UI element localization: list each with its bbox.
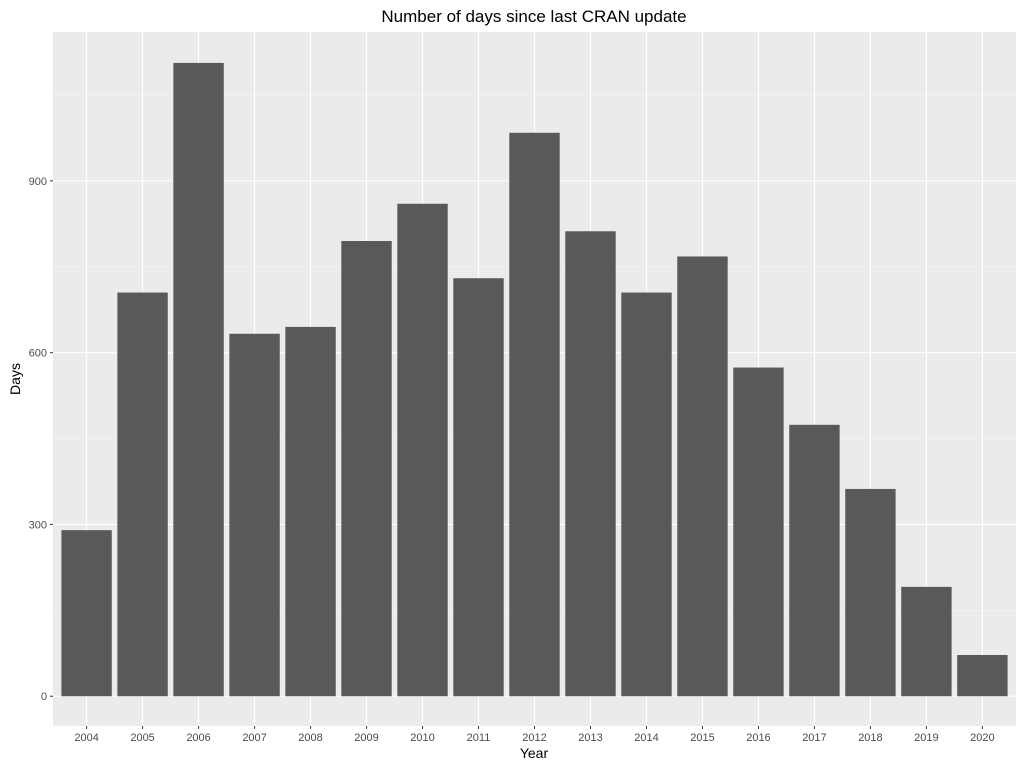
x-tick-label-2005: 2005 <box>130 732 154 744</box>
bar-2004 <box>61 530 112 697</box>
bar-2020 <box>957 654 1008 697</box>
bar-2010 <box>397 203 448 697</box>
y-tick-label-900: 900 <box>29 176 47 188</box>
bar-2016 <box>733 367 784 697</box>
bars <box>61 62 1008 697</box>
bar-2017 <box>789 424 840 697</box>
bar-2006 <box>173 62 224 697</box>
x-tick-label-2015: 2015 <box>690 732 714 744</box>
bar-2018 <box>845 488 896 697</box>
bar-2007 <box>229 333 280 697</box>
x-tick-label-2011: 2011 <box>467 732 491 744</box>
x-tick-label-2006: 2006 <box>186 732 210 744</box>
bar-2009 <box>341 241 392 697</box>
x-tick-label-2016: 2016 <box>746 732 770 744</box>
x-tick-label-2007: 2007 <box>242 732 266 744</box>
x-tick-label-2004: 2004 <box>74 732 98 744</box>
bar-2019 <box>901 586 952 697</box>
bar-2013 <box>565 231 616 697</box>
bar-2011 <box>453 278 504 697</box>
x-tick-label-2012: 2012 <box>522 732 546 744</box>
x-tick-label-2020: 2020 <box>970 732 994 744</box>
x-tick-label-2019: 2019 <box>914 732 938 744</box>
x-axis: 2004 2005 2006 2007 2008 2009 2010 2011 2012 2013… <box>74 726 995 744</box>
x-tick-label-2018: 2018 <box>858 732 882 744</box>
bar-2015 <box>677 256 728 697</box>
bar-2005 <box>117 292 168 697</box>
bar-2014 <box>621 292 672 697</box>
y-tick-label-600: 600 <box>29 348 47 360</box>
x-tick-label-2008: 2008 <box>298 732 322 744</box>
bar-2008 <box>285 326 336 697</box>
y-tick-label-300: 300 <box>29 519 47 531</box>
y-axis: 0 300 600 900 <box>29 176 53 703</box>
x-tick-label-2017: 2017 <box>802 732 826 744</box>
x-tick-label-2013: 2013 <box>578 732 602 744</box>
y-tick-label-0: 0 <box>41 691 47 703</box>
x-tick-label-2009: 2009 <box>354 732 378 744</box>
bar-2012 <box>509 132 560 697</box>
chart-title: Number of days since last CRAN update <box>381 7 686 26</box>
x-axis-title: Year <box>520 745 549 761</box>
y-axis-title: Days <box>7 363 23 395</box>
x-tick-label-2014: 2014 <box>634 732 658 744</box>
x-tick-label-2010: 2010 <box>410 732 434 744</box>
